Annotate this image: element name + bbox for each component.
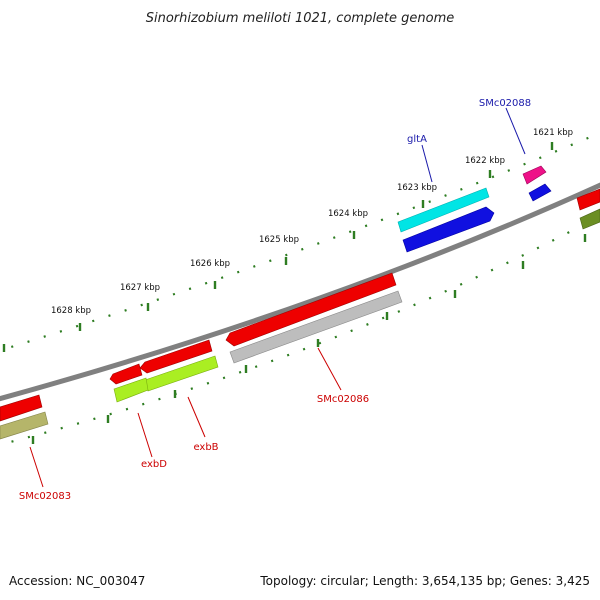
genome-backbone: [0, 182, 600, 402]
cds-smc02088[interactable]: [528, 183, 552, 202]
tick-label-1624: 1624 kbp: [328, 209, 368, 219]
gene-label-smc02086[interactable]: SMc02086: [317, 394, 369, 405]
tick-label-1621: 1621 kbp: [533, 128, 573, 138]
cds-exbD[interactable]: [113, 377, 149, 403]
tick-label-1623: 1623 kbp: [397, 183, 437, 193]
gene-smc02088[interactable]: [522, 165, 547, 185]
gene-smc02086[interactable]: [225, 272, 397, 347]
gene-label-exbD[interactable]: exbD: [141, 459, 167, 470]
tick-label-1625: 1625 kbp: [259, 235, 299, 245]
gene-exbB[interactable]: [139, 339, 213, 374]
map-title: Sinorhizobium meliloti 1021, complete ge…: [146, 11, 455, 26]
accession-text: Accession: NC_003047: [9, 574, 146, 588]
tick-label-1626: 1626 kbp: [190, 259, 230, 269]
inner-tick-row: [0, 215, 600, 446]
gene-exbD[interactable]: [109, 363, 143, 385]
tick-label-1628: 1628 kbp: [51, 306, 91, 316]
cds-smc02083[interactable]: [0, 411, 49, 440]
gene-label-smc02088[interactable]: SMc02088: [479, 98, 531, 109]
cds-edge-outer[interactable]: [579, 208, 600, 230]
cds-gltA[interactable]: [402, 206, 495, 253]
topology-text: Topology: circular; Length: 3,654,135 bp…: [260, 574, 590, 588]
outer-major-ticks: [2, 142, 554, 352]
gene-gltA[interactable]: [397, 187, 490, 233]
gene-label-smc02083[interactable]: SMc02083: [19, 491, 71, 502]
inner-major-ticks: [31, 234, 587, 444]
gene-smc02083[interactable]: [0, 394, 43, 422]
label-leaders: [29, 107, 526, 488]
gene-label-gltA[interactable]: gltA: [407, 134, 427, 145]
tick-label-1622: 1622 kbp: [465, 156, 505, 166]
tick-label-1627: 1627 kbp: [120, 283, 160, 293]
gene-edge-outer[interactable]: [576, 188, 600, 211]
gene-label-exbB[interactable]: exbB: [193, 442, 218, 453]
cds-smc02086[interactable]: [229, 290, 403, 364]
